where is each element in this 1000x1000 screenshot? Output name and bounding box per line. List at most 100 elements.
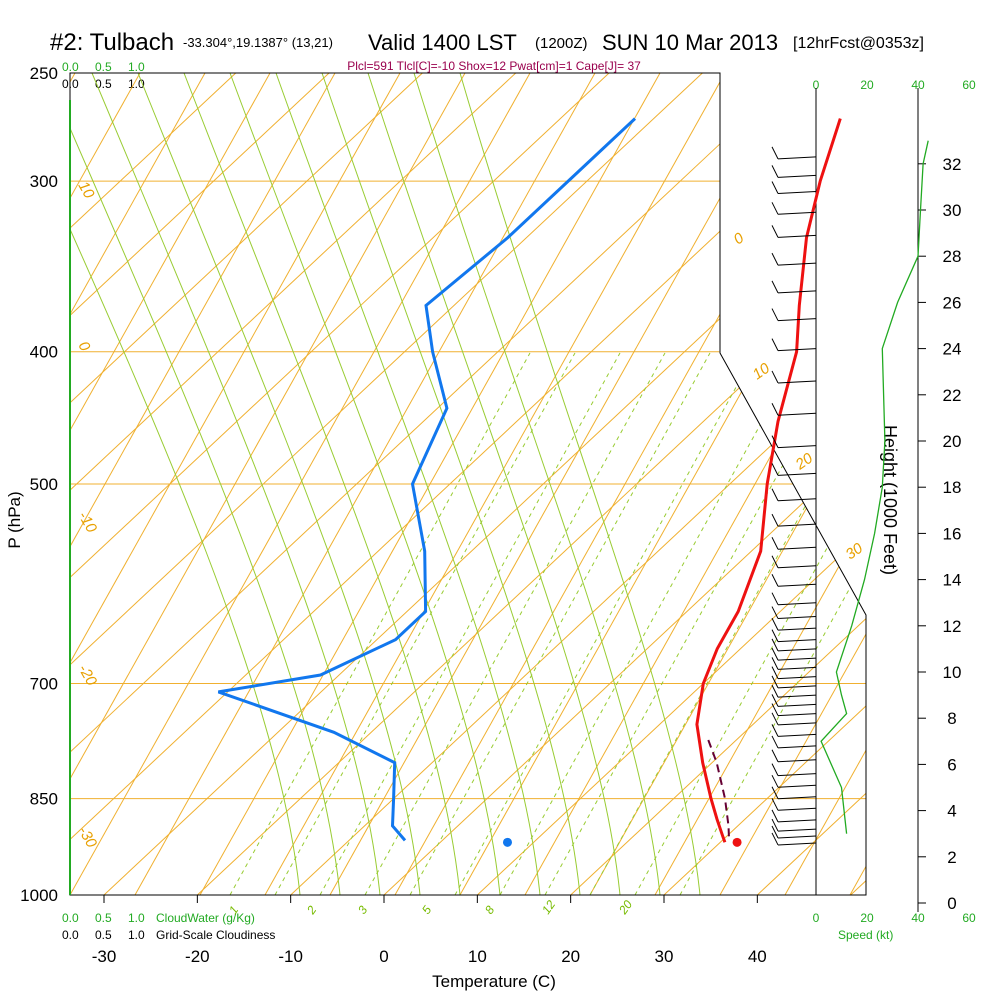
series-layer bbox=[217, 117, 929, 847]
speed-profile-line bbox=[820, 140, 929, 834]
height-tick-label: 26 bbox=[943, 293, 962, 312]
station-title: #2: Tulbach bbox=[50, 29, 174, 56]
height-tick-label: 10 bbox=[943, 663, 962, 682]
wind-barb-staff bbox=[777, 583, 817, 587]
svg-text:60: 60 bbox=[962, 911, 976, 925]
dry-adiabat-line bbox=[199, 73, 661, 895]
wind-barb-flag bbox=[771, 694, 779, 707]
isotherm-line bbox=[290, 73, 866, 895]
wind-barb bbox=[771, 703, 817, 717]
wind-barb-flag bbox=[771, 513, 779, 527]
wind-barb-flag bbox=[771, 786, 779, 799]
wind-barb-flag bbox=[771, 202, 779, 215]
wind-barb bbox=[771, 774, 817, 788]
svg-text:20: 20 bbox=[860, 78, 874, 92]
wind-barb-staff bbox=[777, 565, 817, 569]
wind-barb bbox=[771, 280, 817, 294]
wind-barb-flag bbox=[771, 403, 779, 416]
svg-text:0.0: 0.0 bbox=[62, 911, 79, 925]
wind-barb bbox=[771, 592, 817, 606]
wind-barb-flag bbox=[771, 818, 779, 832]
wind-barb-staff bbox=[777, 773, 817, 777]
wind-barb-staff bbox=[777, 703, 817, 707]
wind-barb-flag bbox=[771, 280, 779, 294]
mixing-ratio-line bbox=[544, 352, 846, 895]
wind-barb-flag bbox=[771, 712, 779, 726]
wind-barb bbox=[771, 488, 817, 502]
wind-barb-staff bbox=[777, 348, 817, 352]
wind-barb-staff bbox=[777, 234, 817, 238]
speed-scale-bottom: 0 20 40 60 bbox=[813, 911, 976, 925]
x-tick-label: 20 bbox=[561, 947, 580, 966]
wind-barb-flag bbox=[771, 338, 779, 351]
mixing-ratio-line bbox=[499, 352, 801, 895]
dry-adiabat-line bbox=[849, 73, 866, 895]
wind-barb bbox=[771, 463, 817, 476]
wind-barb bbox=[771, 181, 817, 195]
wind-barb-flag bbox=[771, 798, 779, 811]
wind-barb bbox=[771, 537, 817, 550]
wind-barb bbox=[771, 403, 817, 416]
wind-barb-flag bbox=[771, 657, 779, 670]
svg-text:1.0: 1.0 bbox=[128, 911, 145, 925]
wind-barb-staff bbox=[777, 174, 817, 178]
wind-barb-flag bbox=[771, 463, 779, 476]
wind-barb-flag bbox=[771, 629, 779, 642]
dry-adiabat-label: 30 bbox=[843, 539, 867, 563]
svg-text:40: 40 bbox=[911, 78, 925, 92]
height-tick-label: 28 bbox=[943, 247, 962, 266]
svg-text:0.5: 0.5 bbox=[95, 911, 112, 925]
wind-barb bbox=[771, 694, 817, 707]
wind-layer bbox=[771, 146, 817, 846]
wind-barb-staff bbox=[777, 445, 817, 449]
svg-text:0.5: 0.5 bbox=[95, 928, 112, 942]
top-cloudwater-scale: 0.0 0.5 1.0 bbox=[62, 60, 145, 74]
wind-barb-flag bbox=[771, 763, 779, 776]
dewpoint-line bbox=[217, 117, 637, 842]
dry-adiabat-line bbox=[719, 73, 866, 895]
wind-barb-staff bbox=[777, 380, 817, 384]
wind-barb-flag bbox=[771, 735, 779, 749]
wind-barb-staff bbox=[777, 262, 817, 266]
wind-barb-staff bbox=[777, 472, 817, 476]
dry-adiabat-line bbox=[654, 73, 866, 895]
dry-adiabat-line bbox=[524, 73, 866, 895]
pressure-tick-label: 250 bbox=[30, 64, 58, 83]
dry-adiabat-line bbox=[70, 73, 206, 895]
mixing-ratio-line bbox=[409, 352, 711, 895]
wind-barb-flag bbox=[771, 308, 779, 321]
wind-barb-flag bbox=[771, 370, 779, 384]
dry-adiabat-line bbox=[264, 73, 726, 895]
moist-adiabat-line bbox=[91, 73, 381, 895]
wind-barb bbox=[771, 825, 817, 839]
x-axis-label: Temperature (C) bbox=[432, 972, 556, 991]
height-tick-label: 0 bbox=[947, 894, 956, 913]
pressure-tick-label: 700 bbox=[30, 675, 58, 694]
dry-adiabat-line bbox=[70, 73, 401, 895]
isotherm-line bbox=[476, 73, 866, 895]
svg-text:0.0: 0.0 bbox=[62, 928, 79, 942]
dry-adiabat-line bbox=[784, 73, 866, 895]
height-tick-label: 18 bbox=[943, 478, 962, 497]
wind-barb bbox=[771, 202, 817, 215]
wind-barb-flag bbox=[771, 684, 779, 698]
isotherm-line bbox=[756, 73, 866, 895]
wind-barb bbox=[771, 370, 817, 384]
height-tick-label: 12 bbox=[943, 617, 962, 636]
wind-barb-flag bbox=[771, 146, 779, 160]
wind-barb-staff bbox=[777, 819, 817, 823]
svg-text:CloudWater (g/Kg): CloudWater (g/Kg) bbox=[156, 911, 255, 925]
wind-barb-flag bbox=[771, 592, 779, 605]
grid-layer bbox=[70, 73, 866, 895]
wind-barb-staff bbox=[777, 616, 817, 620]
dry-adiabat-label: 20 bbox=[792, 449, 817, 473]
height-tick-label: 22 bbox=[943, 386, 962, 405]
wind-barb bbox=[771, 712, 817, 726]
y-axis-label: P (hPa) bbox=[5, 491, 24, 548]
wind-barb-flag bbox=[771, 832, 779, 846]
pressure-tick-label: 850 bbox=[30, 790, 58, 809]
wind-barb bbox=[771, 338, 817, 352]
wind-barb-flag bbox=[771, 225, 779, 238]
wind-barb-staff bbox=[777, 807, 817, 811]
